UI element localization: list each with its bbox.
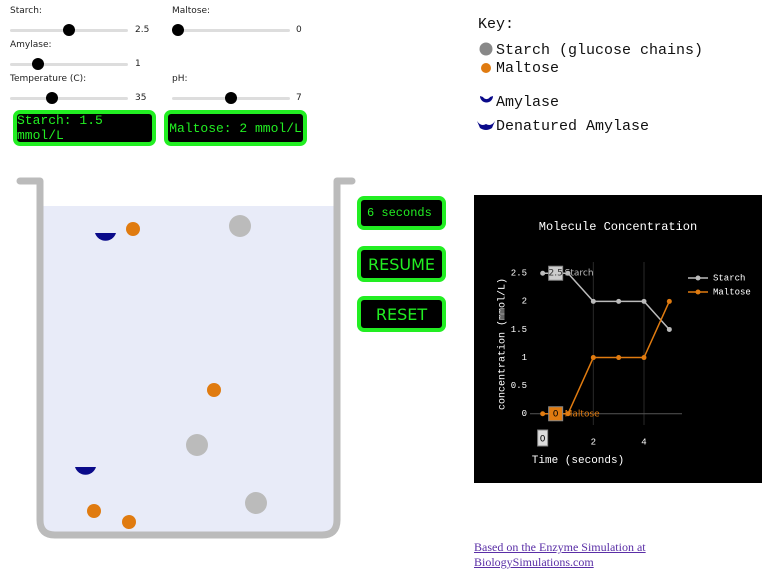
y-tick-label: 2.5: [511, 269, 527, 279]
slider-label: Maltose:: [172, 6, 211, 16]
slider-value: 7: [296, 93, 302, 103]
hover-value: 0: [553, 409, 559, 419]
data-point: [616, 298, 622, 304]
hover-box: [548, 406, 564, 422]
beaker: [16, 177, 356, 539]
slider-label: pH:: [172, 74, 188, 84]
data-point: [565, 411, 571, 417]
series-line: [542, 272, 670, 330]
y-tick-label: 0.5: [511, 381, 527, 391]
chart-title: Molecule Concentration: [539, 220, 697, 234]
hover-name: Starch: [565, 269, 594, 279]
legend-label: Maltose: [713, 287, 751, 297]
data-point: [540, 270, 546, 276]
data-point: [540, 411, 546, 417]
slider-value: 35: [135, 93, 147, 103]
data-point: [641, 298, 647, 304]
starch-display: Starch: 1.5 mmol/L: [13, 110, 156, 146]
data-point: [641, 355, 647, 361]
slider[interactable]: [10, 92, 128, 104]
slider-label: Temperature (C):: [10, 74, 87, 84]
x-tick-label: 4: [641, 437, 646, 447]
hover-name: Maltose: [565, 409, 601, 419]
maltose-display: Maltose: 2 mmol/L: [164, 110, 307, 146]
x-hover-box: [537, 429, 549, 447]
data-point: [590, 355, 596, 361]
data-point: [666, 298, 672, 304]
key-item: Maltose: [496, 60, 560, 77]
hover-value: 2.5: [549, 269, 563, 279]
legend-swatch: [695, 289, 701, 295]
y-tick-label: 1: [522, 353, 527, 363]
x-axis-label: Time (seconds): [532, 455, 624, 467]
slider[interactable]: [172, 24, 290, 36]
data-point: [565, 270, 571, 276]
footer-link[interactable]: Based on the Enzyme Simulation at Biolog…: [474, 540, 646, 569]
y-tick-label: 1.5: [511, 325, 527, 335]
slider[interactable]: [172, 92, 290, 104]
legend-swatch: [695, 275, 701, 281]
slider-value: 1: [135, 59, 141, 69]
slider[interactable]: [10, 24, 128, 36]
hover-box: [548, 265, 564, 281]
data-point: [666, 326, 672, 332]
key-item: Starch (glucose chains): [496, 42, 704, 59]
reset-button[interactable]: RESET: [357, 296, 446, 332]
legend-label: Starch: [713, 273, 745, 283]
slider-label: Starch:: [10, 6, 42, 16]
x-tick-label: 2: [591, 437, 596, 447]
slider-value: 2.5: [135, 25, 150, 35]
key-item: Amylase: [496, 94, 560, 111]
x-hover-label: 0: [540, 435, 546, 445]
slider-label: Amylase:: [10, 40, 52, 50]
y-tick-label: 2: [522, 297, 527, 307]
slider[interactable]: [10, 58, 128, 70]
timer-display: 6 seconds: [357, 196, 446, 230]
data-point: [616, 355, 622, 361]
key-title: Key:: [478, 16, 515, 33]
key-item: Denatured Amylase: [496, 118, 650, 135]
slider-value: 0: [296, 25, 302, 35]
key-icons: [477, 42, 495, 130]
y-axis-label: concentration (mmol/L): [497, 278, 509, 410]
resume-button[interactable]: RESUME: [357, 246, 446, 282]
chart: Molecule Concentration Time (seconds) co…: [474, 195, 762, 483]
series-line: [542, 301, 671, 415]
data-point: [590, 298, 596, 304]
y-tick-label: 0: [522, 409, 527, 419]
